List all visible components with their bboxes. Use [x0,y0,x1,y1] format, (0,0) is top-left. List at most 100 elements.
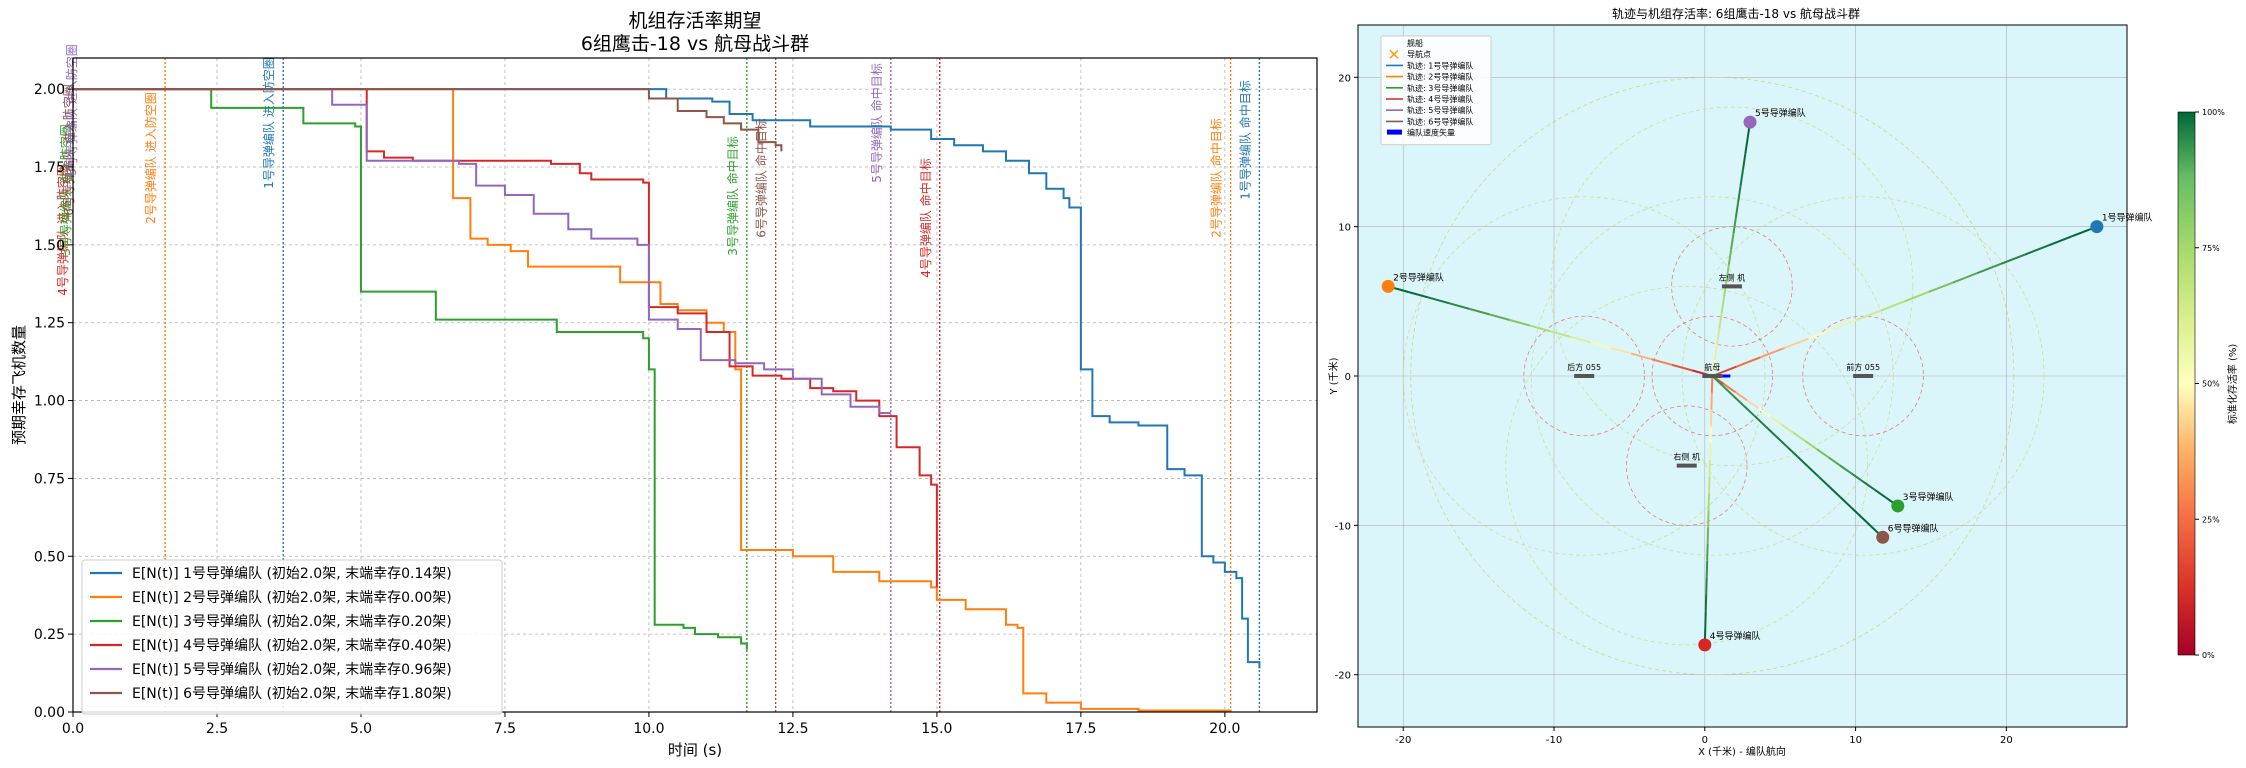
stacked-event-label: 6号导弹编队 进入防空圈 [61,84,76,215]
right-legend-label: 轨迹: 5号导弹编队 [1407,105,1473,115]
ship-marker [1574,374,1595,378]
trajectory-segment-2 [1651,358,1673,366]
formation-label: 6号导弹编队 [1888,522,1939,534]
right-legend-box [1380,35,1492,146]
trajectory-segment-3 [1746,399,1760,410]
ship-marker [1702,374,1723,378]
trajectory-segment-3 [1874,488,1887,499]
left-x-tick-label: 2.5 [206,721,228,737]
right-x-tick-label: 20 [2000,735,2013,746]
left-event-lines: 2号导弹编队 进入防空圈 1号导弹编队 进入防空圈 3号导弹编队 命中目标 6号导弹编… [55,44,1261,712]
left-y-tick-label: 1.00 [34,394,65,410]
trajectory-segment-2 [1489,313,1510,321]
left-x-tick-label: 17.5 [1065,721,1096,737]
defense-circle [1550,106,1914,467]
colorbar-tick-label: 75% [2202,244,2220,253]
trajectory-segment-1 [1856,309,1881,321]
trajectory-segment-2 [1631,352,1652,361]
ship-label: 后方 055 [1567,362,1601,372]
trajectory-segment-1 [1736,356,1761,368]
right-legend-label: 轨迹: 2号导弹编队 [1407,72,1473,82]
right-x-tick-label: 0 [1702,735,1708,746]
trajectory-segment-2 [1529,324,1551,333]
stacked-event-label: 4号导弹编队 进入防空圈 [55,164,70,295]
trajectory-segment-6 [1860,516,1873,528]
defense-circle-outer [1410,76,2015,676]
trajectory-segment-1 [2000,253,2026,265]
trajectory-segment-5 [1711,359,1716,377]
ship-marker [1853,374,1874,378]
right-chart-title: 轨迹与机组存活率: 6组鹰击-18 vs 航母战斗群 [1612,6,1860,21]
trajectory-segment-5 [1725,264,1730,281]
right-legend-label: 导航点 [1407,49,1431,59]
colorbar-tick-label: 50% [2202,380,2220,389]
right-x-tick-label: -20 [1395,735,1411,746]
trajectory-segment-5 [1727,248,1733,266]
trajectory-segment-3 [1804,440,1818,450]
formation-marker [1876,530,1890,544]
trajectory-segment-5 [1730,233,1735,250]
trajectory-segment-2 [1671,363,1693,372]
trajectory-segment-5 [1744,137,1749,154]
event-line-label: 2号导弹编队 命中目标 [1209,118,1224,237]
trajectory-segment-5 [1737,185,1742,202]
trajectory-segment-1 [1952,272,1978,284]
series-line-2 [73,88,1232,712]
legend-box [81,559,503,715]
survival-chart: 机组存活率期望 6组鹰击-18 vs 航母战斗群 2号导弹编队 进入防空圈 1号导… [10,10,1318,759]
left-y-tick-label: 1.50 [34,238,65,254]
trajectory-segment-6 [1839,496,1852,508]
colorbar-tick-label: 0% [2202,651,2215,660]
trajectory-segment-5 [1734,201,1740,218]
ship-label: 航母 [1704,362,1720,372]
formation-marker [1698,638,1712,652]
left-chart-title: 机组存活率期望 [628,10,761,32]
right-x-tick-label: 10 [1849,735,1862,746]
colorbar-tick-label: 25% [2202,515,2220,524]
trajectory-segment-6 [1796,455,1809,468]
event-line-label: 2号导弹编队 进入防空圈 [143,92,158,223]
formation-marker [1381,279,1395,293]
defense-circle [1625,405,1748,526]
left-y-tick-label: 1.25 [34,316,65,332]
right-legend-swatch-box [1387,129,1402,135]
trajectory-segment-1 [2048,235,2074,247]
right-legend-label: 编队速度矢量 [1407,128,1455,138]
left-y-tick-label: 1.75 [34,160,65,176]
left-y-axis-label: 预期幸存飞机数量 [10,325,28,445]
trajectory-segment-3 [1758,407,1771,418]
trajectory-segment-2 [1590,341,1612,349]
trajectory-chart: 轨迹与机组存活率: 6组鹰击-18 vs 航母战斗群 航母 左侧 机后方 055 前… [1327,6,2239,758]
event-line-label: 6号导弹编队 命中目标 [754,118,769,237]
trajectory-segment-1 [1808,328,1833,340]
trajectory-segment-3 [1769,415,1783,426]
left-x-axis-label: 时间 (s) [668,741,722,759]
trajectory-segment-6 [1764,425,1777,438]
defense-circle [1402,196,1766,556]
right-legend-label: 舰船 [1407,38,1423,48]
series-line-5 [73,88,891,415]
formation-label: 4号导弹编队 [1710,630,1761,642]
trajectory-segment-6 [1754,415,1767,428]
stacked-event-label: 5号导弹编队 进入防空圈 [64,44,79,175]
left-grid [72,58,1317,713]
trajectory-segment-6 [1786,445,1799,458]
event-line-label: 3号导弹编队 命中目标 [725,136,740,255]
formation-label: 3号导弹编队 [1903,491,1954,503]
colorbar-tick-label: 100% [2202,108,2225,117]
trajectory-segment-6 [1775,435,1788,448]
trajectory-segment-1 [1760,347,1785,359]
trajectory-segment-1 [1832,319,1857,331]
trajectory-segment-3 [1816,448,1829,459]
series-line-4 [73,88,938,588]
left-x-tick-label: 0.0 [62,721,84,737]
trajectory-segment-5 [1718,312,1723,329]
formation-marker [1891,499,1905,513]
defense-circle [1681,196,2045,556]
right-y-tick-label: 0 [1345,372,1351,383]
left-x-tick-label: 10.0 [633,721,664,737]
colorbar: 标准化存活率 (%) 0% 25% 50% 75% 100% [2177,108,2239,660]
trajectory-segment-6 [1818,476,1831,488]
